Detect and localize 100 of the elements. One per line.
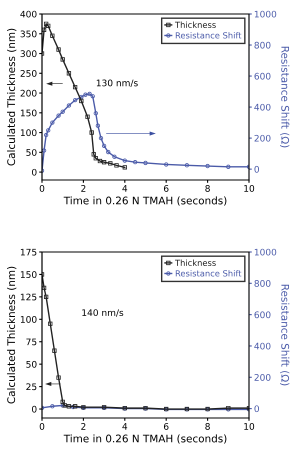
y-tick-label: 175: [20, 248, 36, 256]
line-series: [42, 272, 249, 412]
y2-tick-label: 1000: [254, 10, 276, 18]
y-tick-label: 250: [20, 70, 37, 77]
point: [42, 28, 46, 32]
point: [90, 130, 94, 135]
y-tick-label: 400: [20, 10, 37, 18]
point: [98, 158, 102, 164]
y2-axis-title: Resistance Shift (Ω): [280, 46, 290, 148]
y-tick-label: 100: [20, 129, 37, 136]
point: [42, 148, 46, 153]
y2-tick-label: 0: [254, 166, 260, 173]
y-tick-label: 125: [20, 294, 36, 300]
point: [44, 132, 48, 138]
legend-label: Resistance Shift: [176, 32, 242, 39]
point: [112, 154, 117, 159]
x-tick-label: 4: [122, 423, 128, 430]
point: [83, 92, 88, 97]
y2-tick-label: 200: [254, 134, 270, 142]
point: [226, 164, 230, 169]
point: [122, 158, 127, 163]
point: [50, 34, 55, 38]
legend-label: Resistance Shift: [176, 270, 242, 277]
point: [102, 160, 106, 164]
point: [85, 114, 90, 119]
point: [56, 47, 61, 52]
point: [66, 404, 72, 408]
point: [132, 160, 138, 164]
y2-tick-label: 400: [254, 342, 270, 350]
point: [94, 156, 98, 160]
x-tick-label: 2: [81, 423, 86, 430]
y-tick-label: 100: [20, 316, 37, 323]
y2-tick-label: 0: [254, 405, 260, 412]
point: [98, 136, 104, 140]
x-tick-label: 10: [244, 185, 254, 192]
point: [102, 144, 106, 148]
y-tick-label: 350: [20, 30, 37, 38]
x-tick-label: 10: [244, 423, 254, 430]
point: [94, 111, 98, 116]
y2-tick-label: 400: [254, 104, 270, 111]
point: [184, 163, 190, 168]
x-tick-label: 6: [164, 423, 169, 430]
point: [66, 71, 72, 76]
x-axis-title: Time in 0.26 N TMAH (seconds): [64, 434, 226, 444]
y-tick-label: 0: [32, 168, 37, 176]
y2-tick-label: 200: [254, 374, 270, 381]
point: [60, 57, 65, 62]
point: [44, 22, 48, 26]
x-tick-label: 8: [205, 423, 210, 430]
y2-tick-label: 800: [254, 42, 270, 49]
point: [50, 120, 55, 125]
point: [42, 286, 46, 290]
x-tick-label: 0: [40, 185, 44, 192]
y-tick-label: 25: [26, 383, 36, 390]
point: [122, 165, 127, 170]
x-tick-label: 6: [164, 185, 169, 192]
point: [79, 98, 84, 104]
y-tick-label: 0: [32, 406, 37, 413]
y-tick-label: 150: [20, 271, 37, 278]
point: [52, 348, 57, 353]
y-tick-label: 75: [26, 338, 36, 346]
y2-tick-label: 1000: [254, 248, 276, 256]
point: [205, 164, 210, 168]
y-tick-label: 150: [20, 110, 37, 116]
point: [72, 84, 78, 90]
y2-tick-label: 800: [254, 280, 270, 287]
point: [143, 160, 148, 166]
point: [92, 152, 96, 156]
point: [164, 162, 168, 167]
point: [90, 94, 95, 98]
point: [44, 294, 48, 300]
point: [66, 103, 72, 108]
y-tick-label: 50: [26, 149, 37, 156]
annotation: 140 nm/s: [82, 309, 124, 317]
y-axis-title: Calculated Thickness (nm): [7, 266, 16, 404]
point: [48, 322, 52, 326]
point: [60, 110, 65, 114]
point: [87, 92, 92, 96]
x-tick-label: 2: [81, 185, 86, 192]
point: [46, 24, 50, 28]
y2-tick-label: 600: [254, 72, 270, 80]
x-tick-label: 8: [205, 185, 210, 192]
y-axis-title: Calculated Thickness (nm): [7, 28, 16, 166]
point: [114, 163, 119, 168]
y-tick-label: 300: [20, 50, 37, 58]
y2-axis-title: Resistance Shift (Ω): [280, 284, 290, 386]
point: [72, 98, 78, 102]
point: [108, 161, 112, 166]
y2-tick-label: 600: [254, 311, 270, 318]
point: [56, 375, 61, 380]
point: [56, 113, 61, 118]
legend-label: Thickness: [174, 260, 216, 266]
point: [106, 150, 110, 154]
x-tick-label: 0: [40, 423, 44, 430]
point: [79, 94, 84, 100]
point: [96, 124, 100, 128]
annotation: 130 nm/s: [96, 80, 138, 88]
y-tick-label: 200: [20, 90, 37, 97]
point: [46, 128, 50, 133]
point: [60, 400, 65, 404]
